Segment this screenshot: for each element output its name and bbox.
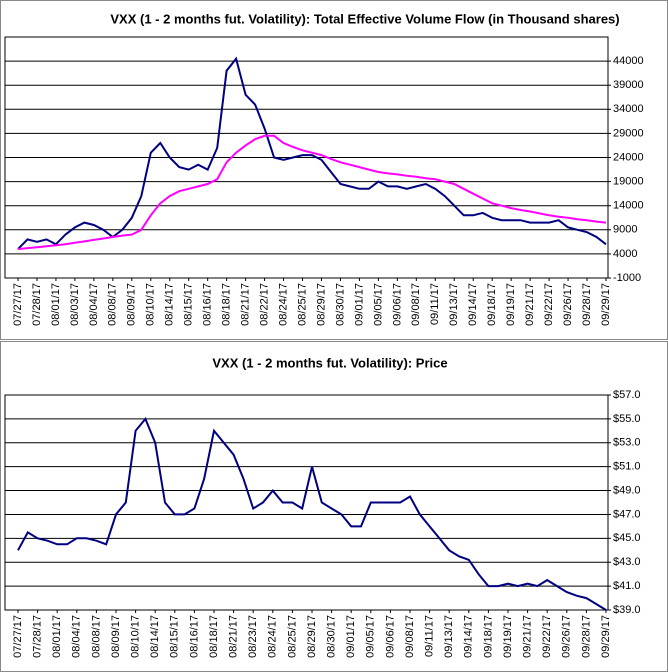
x-tick-label: 09/01/17 — [345, 615, 357, 658]
x-tick-label: 08/21/17 — [228, 615, 240, 658]
x-tick-label: 09/06/17 — [391, 283, 403, 326]
x-tick-label: 08/10/17 — [130, 615, 142, 658]
x-tick-label: 09/05/17 — [365, 615, 377, 658]
x-tick-label: 09/13/17 — [443, 615, 455, 658]
y-tick-label: $47.0 — [613, 508, 641, 520]
x-tick-label: 08/16/17 — [188, 615, 200, 658]
x-tick-label: 08/09/17 — [110, 615, 122, 658]
x-tick-label: 09/08/17 — [404, 615, 416, 658]
x-tick-label: 08/25/17 — [296, 283, 308, 326]
chart-title: VXX (1 - 2 months fut. Volatility): Tota… — [110, 11, 619, 26]
y-tick-label: 29000 — [613, 127, 644, 139]
x-tick-label: 09/13/17 — [448, 283, 460, 326]
x-tick-label: 08/08/17 — [90, 615, 102, 658]
x-tick-label: 08/15/17 — [183, 283, 195, 326]
y-tick-label: $51.0 — [613, 461, 641, 473]
x-tick-label: 08/04/17 — [88, 283, 100, 326]
x-tick-label: 09/19/17 — [505, 283, 517, 326]
x-tick-label: 08/09/17 — [126, 283, 138, 326]
x-tick-label: 09/22/17 — [541, 615, 553, 658]
x-tick-label: 09/18/17 — [482, 615, 494, 658]
y-tick-label: 14000 — [613, 200, 644, 212]
x-tick-label: 09/28/17 — [581, 283, 593, 326]
x-tick-label: 07/28/17 — [31, 283, 43, 326]
x-tick-label: 08/03/17 — [69, 283, 81, 326]
x-tick-label: 08/16/17 — [202, 283, 214, 326]
x-tick-label: 08/08/17 — [107, 283, 119, 326]
y-tick-label: 19000 — [613, 176, 644, 188]
y-tick-label: $39.0 — [613, 604, 641, 616]
x-tick-label: 08/24/17 — [277, 283, 289, 326]
x-tick-label: 08/01/17 — [51, 615, 63, 658]
y-tick-label: 9000 — [613, 224, 637, 236]
y-tick-label: $45.0 — [613, 532, 641, 544]
y-tick-label: 34000 — [613, 103, 644, 115]
x-tick-label: 09/22/17 — [543, 283, 555, 326]
x-tick-label: 08/30/17 — [326, 615, 338, 658]
y-tick-label: $53.0 — [613, 437, 641, 449]
x-tick-label: 09/11/17 — [429, 283, 441, 325]
data-line — [17, 134, 607, 251]
y-tick-label: $55.0 — [613, 413, 641, 425]
y-tick-label: $57.0 — [613, 389, 641, 401]
x-tick-label: 09/29/17 — [600, 283, 612, 326]
y-tick-label: 4000 — [613, 248, 637, 260]
x-tick-label: 09/21/17 — [524, 283, 536, 326]
x-tick-label: 09/14/17 — [467, 283, 479, 326]
y-tick-label: 24000 — [613, 151, 644, 163]
x-tick-label: 09/19/17 — [502, 615, 514, 658]
plot-area — [4, 394, 609, 611]
y-tick-label: 44000 — [613, 55, 644, 67]
x-tick-label: 09/11/17 — [424, 615, 436, 657]
x-tick-label: 07/27/17 — [12, 283, 24, 326]
chart-title: VXX (1 - 2 months fut. Volatility): Pric… — [212, 355, 447, 370]
x-tick-label: 08/29/17 — [315, 283, 327, 326]
x-tick-label: 08/29/17 — [306, 615, 318, 658]
y-tick-label: $49.0 — [613, 484, 641, 496]
x-tick-label: 09/06/17 — [384, 615, 396, 658]
x-tick-label: 09/05/17 — [372, 283, 384, 326]
x-tick-label: 09/18/17 — [486, 283, 498, 326]
x-tick-label: 09/26/17 — [561, 615, 573, 658]
x-tick-label: 09/01/17 — [353, 283, 365, 326]
x-tick-label: 08/18/17 — [208, 615, 220, 658]
y-tick-label: $41.0 — [613, 580, 641, 592]
y-tick-label: $43.0 — [613, 556, 641, 568]
x-tick-label: 08/14/17 — [149, 615, 161, 658]
x-tick-label: 08/10/17 — [145, 283, 157, 326]
x-tick-label: 08/25/17 — [286, 615, 298, 658]
x-tick-label: 08/04/17 — [71, 615, 83, 658]
y-tick-label: -1000 — [613, 272, 641, 284]
x-tick-label: 08/22/17 — [258, 283, 270, 326]
x-tick-label: 08/14/17 — [164, 283, 176, 326]
x-tick-label: 08/18/17 — [221, 283, 233, 326]
x-tick-label: 08/01/17 — [50, 283, 62, 326]
x-tick-label: 09/08/17 — [410, 283, 422, 326]
x-tick-label: 07/28/17 — [32, 615, 44, 658]
x-tick-label: 08/21/17 — [240, 283, 252, 326]
y-tick-label: 39000 — [613, 79, 644, 91]
data-line — [17, 56, 607, 250]
x-tick-label: 07/27/17 — [12, 615, 24, 658]
x-tick-label: 09/26/17 — [562, 283, 574, 326]
x-tick-label: 09/29/17 — [600, 615, 612, 658]
x-tick-label: 09/14/17 — [463, 615, 475, 658]
data-line — [17, 416, 607, 611]
x-tick-label: 09/21/17 — [522, 615, 534, 658]
x-tick-label: 08/30/17 — [334, 283, 346, 326]
x-tick-label: 08/15/17 — [169, 615, 181, 658]
x-tick-label: 09/28/17 — [580, 615, 592, 658]
x-tick-label: 08/23/17 — [247, 615, 259, 658]
x-tick-label: 08/24/17 — [267, 615, 279, 658]
